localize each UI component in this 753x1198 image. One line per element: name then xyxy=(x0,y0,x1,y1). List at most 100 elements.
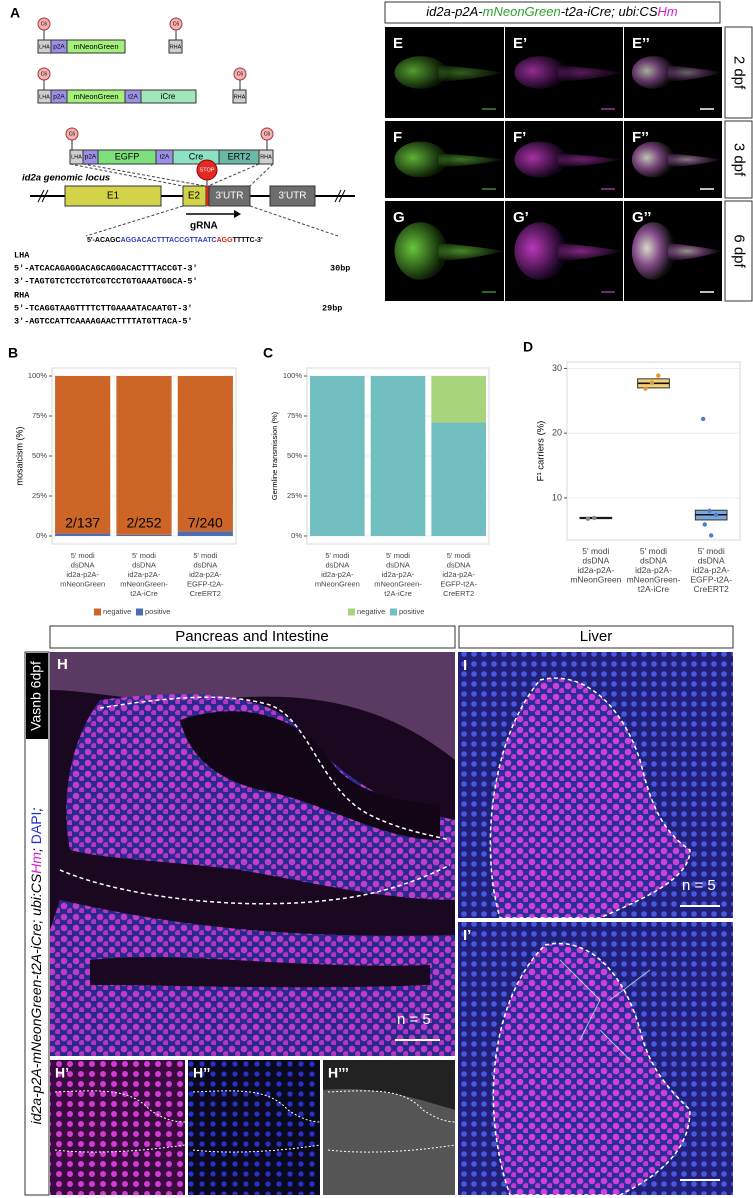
x-tick-line: dsDNA xyxy=(325,560,349,569)
genomic-locus: id2a genomic locus E1 E2 3'UTR 3'UTR STO… xyxy=(22,159,355,244)
legend-label: positive xyxy=(145,607,170,616)
fish-tail xyxy=(438,243,504,261)
data-point xyxy=(702,522,707,527)
image-label: E’’ xyxy=(632,35,650,52)
x-tick-line: id2a-p2A- xyxy=(382,570,415,579)
image-label: F’ xyxy=(513,129,526,146)
x-tick-line: mNeonGreen- xyxy=(374,579,422,588)
element-label: EGFP xyxy=(115,151,140,161)
bar-segment xyxy=(310,376,365,536)
x-tick-label: 5' modi dsDNA id2a-p2A-EGFP-t2A-CreERT2 xyxy=(187,551,224,598)
header-part: id2a-p2A- xyxy=(426,4,483,19)
y-tick-label: 30 xyxy=(552,363,562,373)
x-tick-line: dsDNA xyxy=(193,560,217,569)
exon-label: 3'UTR xyxy=(278,191,306,202)
panel-label: C xyxy=(263,345,273,361)
bar-segment xyxy=(370,376,426,536)
fish-tail xyxy=(558,243,623,261)
section-header: Pancreas and Intestine xyxy=(175,628,328,645)
header-part: -t2a-iCre; ubi:CS xyxy=(561,4,658,19)
homology-arms: LHA 5'-ATCACAGAGGACAGCAGGACACTTTACCGT-3'… xyxy=(14,250,350,326)
x-tick-line: EGFP-t2A- xyxy=(690,575,732,585)
sequence-part: AGGACACTTTACCGTTAATC xyxy=(121,237,217,244)
guide-lines xyxy=(69,163,339,237)
stage-box xyxy=(724,26,753,119)
image-label: H xyxy=(57,656,68,673)
fish-tail xyxy=(558,153,623,168)
element-label: iCre xyxy=(161,92,176,101)
x-tick-label: 5' modi dsDNA id2a-p2A-mNeonGreen-t2A-iCre xyxy=(374,551,422,598)
image-label: F xyxy=(393,129,402,146)
data-point xyxy=(585,516,591,521)
fish xyxy=(514,56,567,89)
y-tick-label: 100% xyxy=(28,371,48,380)
x-tick-line: dsDNA xyxy=(698,556,725,566)
fish-tail xyxy=(438,65,504,82)
header: id2a-p2A-mNeonGreen-t2a-iCre; ubi:CSHm xyxy=(426,4,678,19)
legend-swatch xyxy=(94,608,101,616)
fish-tail xyxy=(668,153,722,168)
y-tick-label: 100% xyxy=(283,371,303,380)
bar-segment xyxy=(431,422,486,536)
grna-label: gRNA xyxy=(190,221,218,232)
element-label: mNeonGreen xyxy=(73,92,118,101)
x-tick-line: 5' modi xyxy=(193,551,217,560)
x-tick-line: id2a-p2A- xyxy=(442,570,475,579)
x-tick-line: mNeonGreen- xyxy=(627,575,681,585)
stage-box xyxy=(724,120,753,199)
bar-segment xyxy=(116,534,172,536)
x-tick-line: 5' modi xyxy=(132,551,156,560)
sequence-part: TTTTC-3' xyxy=(233,237,263,244)
x-tick-label: 5' modi dsDNA id2a-p2A-mNeonGreen-t2A-iCre xyxy=(627,546,681,594)
side-label-part: DAPI xyxy=(28,812,44,845)
image-label: F’’ xyxy=(632,129,649,146)
x-tick-line: CreERT2 xyxy=(190,589,221,598)
data-point xyxy=(656,373,661,378)
image-label: H’’ xyxy=(193,1065,210,1081)
panel-label: B xyxy=(8,345,18,361)
bar-segment xyxy=(177,531,233,536)
element-label: t2A xyxy=(160,154,170,161)
x-tick-line: 5' modi xyxy=(640,546,667,556)
x-tick-line: t2A-iCre xyxy=(130,589,158,598)
panel-hi: Pancreas and Intestine Liver Vasnb 6dpf … xyxy=(24,625,734,1196)
x-tick-line: dsDNA xyxy=(132,560,156,569)
bar-annotation: 7/240 xyxy=(188,515,223,531)
image-i: I n = 5 xyxy=(458,652,733,919)
arm-length: 29bp xyxy=(322,303,342,313)
x-tick-line: mNeonGreen xyxy=(570,575,621,585)
x-tick-line: id2a-p2A- xyxy=(577,565,614,575)
x-tick-line: EGFP-t2A- xyxy=(440,579,477,588)
legend-swatch xyxy=(348,608,355,616)
stage-label: 2 dpf xyxy=(731,56,748,90)
legend-label: positive xyxy=(399,607,424,616)
x-tick-line: dsDNA xyxy=(71,560,95,569)
image-label: G xyxy=(393,209,405,226)
fish xyxy=(631,222,675,280)
arm-sequence: 5'-TCAGGTAAGTTTTCTTGAAAATACAATGT-3' xyxy=(14,303,193,313)
bar-segment xyxy=(431,376,486,423)
arm-sequence: 5'-ATCACAGAGGACAGCAGGACACTTTACCGT-3' xyxy=(14,263,198,273)
legend-swatch xyxy=(136,608,143,616)
image-label: I xyxy=(463,657,467,674)
y-tick-label: 25% xyxy=(287,491,302,500)
fish-tail xyxy=(668,65,722,82)
arm-sequence: 3'-TAGTGTCTCCTGTCGTCCTGTGAAATGGCA-5' xyxy=(14,276,198,286)
data-point xyxy=(592,515,597,521)
element-label: p2A xyxy=(53,94,65,101)
stage-box xyxy=(724,200,753,302)
header-part: Hm xyxy=(658,4,678,19)
bar-segment xyxy=(116,376,172,535)
data-point xyxy=(643,386,648,391)
target-sequence: 5'-ACAGCAGGACACTTTACCGTTAATCAGGTTTTC-3' xyxy=(87,237,263,244)
x-tick-line: CreERT2 xyxy=(694,584,730,594)
y-tick-label: 50% xyxy=(32,451,47,460)
x-tick-line: dsDNA xyxy=(447,560,471,569)
charts: B0%25%50%75%100%mosaicism (%)5' modi dsDN… xyxy=(8,339,741,616)
fish xyxy=(631,141,675,178)
element-label: t2A xyxy=(128,94,138,101)
fish-tail xyxy=(558,65,623,82)
data-point xyxy=(649,380,655,385)
exon-label: E1 xyxy=(107,191,120,202)
image-label: E xyxy=(393,35,403,52)
